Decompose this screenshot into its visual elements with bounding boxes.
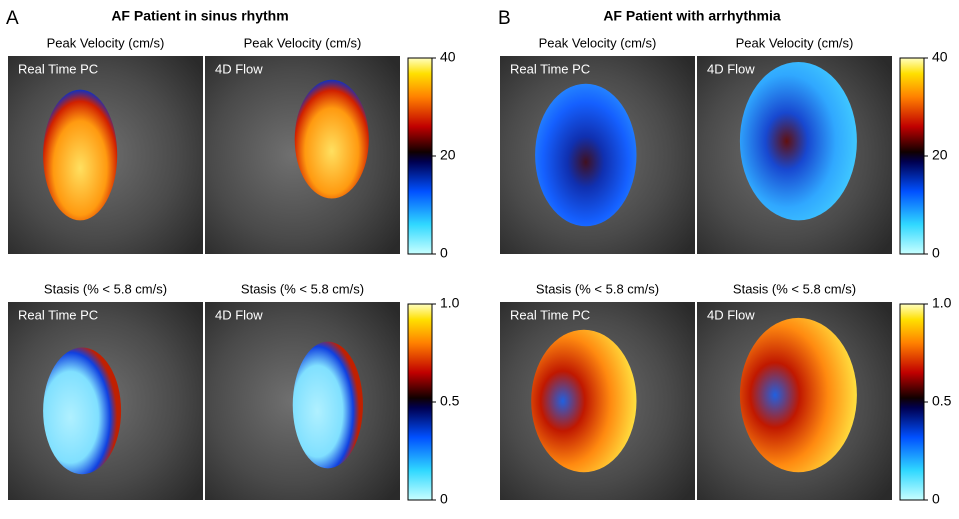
- image-label: Real Time PC: [18, 307, 98, 322]
- image-title: Peak Velocity (cm/s): [539, 35, 657, 50]
- image-label: Real Time PC: [18, 61, 98, 76]
- colorbar-tick-label: 0.5: [440, 393, 460, 409]
- image-title: Stasis (% < 5.8 cm/s): [44, 281, 167, 296]
- panel: B AF Patient with arrhythmia Peak Velocity…: [498, 8, 952, 507]
- colorbar: [899, 303, 925, 501]
- panel-title: AF Patient in sinus rhythm: [111, 8, 288, 24]
- color-overlay: [294, 79, 369, 199]
- colorbar-tick-label: 0: [932, 491, 940, 507]
- colorbar-tick-label: 40: [932, 49, 948, 65]
- colorbar: [899, 57, 925, 255]
- color-overlay: [43, 347, 122, 475]
- color-overlay: [292, 341, 363, 469]
- colorbar-tick-label: 0: [440, 245, 448, 261]
- image-title: Peak Velocity (cm/s): [47, 35, 165, 50]
- image-label: Real Time PC: [510, 61, 590, 76]
- image-label: 4D Flow: [707, 61, 755, 76]
- image-title: Peak Velocity (cm/s): [736, 35, 854, 50]
- color-overlay: [531, 329, 637, 473]
- panel-title: AF Patient with arrhythmia: [603, 8, 781, 24]
- colorbar-tick-label: 40: [440, 49, 456, 65]
- color-overlay: [739, 61, 857, 221]
- image-title: Stasis (% < 5.8 cm/s): [536, 281, 659, 296]
- image-title: Stasis (% < 5.8 cm/s): [241, 281, 364, 296]
- colorbar-tick-label: 0: [932, 245, 940, 261]
- colorbar-tick-label: 0.5: [932, 393, 952, 409]
- colorbar-tick-label: 1.0: [932, 295, 952, 311]
- image-label: 4D Flow: [215, 61, 263, 76]
- image-label: 4D Flow: [215, 307, 263, 322]
- image-label: 4D Flow: [707, 307, 755, 322]
- image-label: Real Time PC: [510, 307, 590, 322]
- panels: A AF Patient in sinus rhythm Peak Velocity…: [6, 8, 952, 507]
- colorbar-tick-label: 20: [440, 147, 456, 163]
- image-title: Peak Velocity (cm/s): [244, 35, 362, 50]
- panel: A AF Patient in sinus rhythm Peak Velocity…: [6, 8, 460, 507]
- colorbar-tick-label: 20: [932, 147, 948, 163]
- image-title: Stasis (% < 5.8 cm/s): [733, 281, 856, 296]
- colorbar: [407, 57, 433, 255]
- color-overlay: [535, 83, 637, 227]
- panel-letter: B: [498, 8, 511, 29]
- colorbar-tick-label: 0: [440, 491, 448, 507]
- color-overlay: [739, 317, 857, 473]
- color-overlay: [43, 89, 118, 221]
- colorbar-tick-label: 1.0: [440, 295, 460, 311]
- panel-letter: A: [6, 8, 19, 29]
- colorbar: [407, 303, 433, 501]
